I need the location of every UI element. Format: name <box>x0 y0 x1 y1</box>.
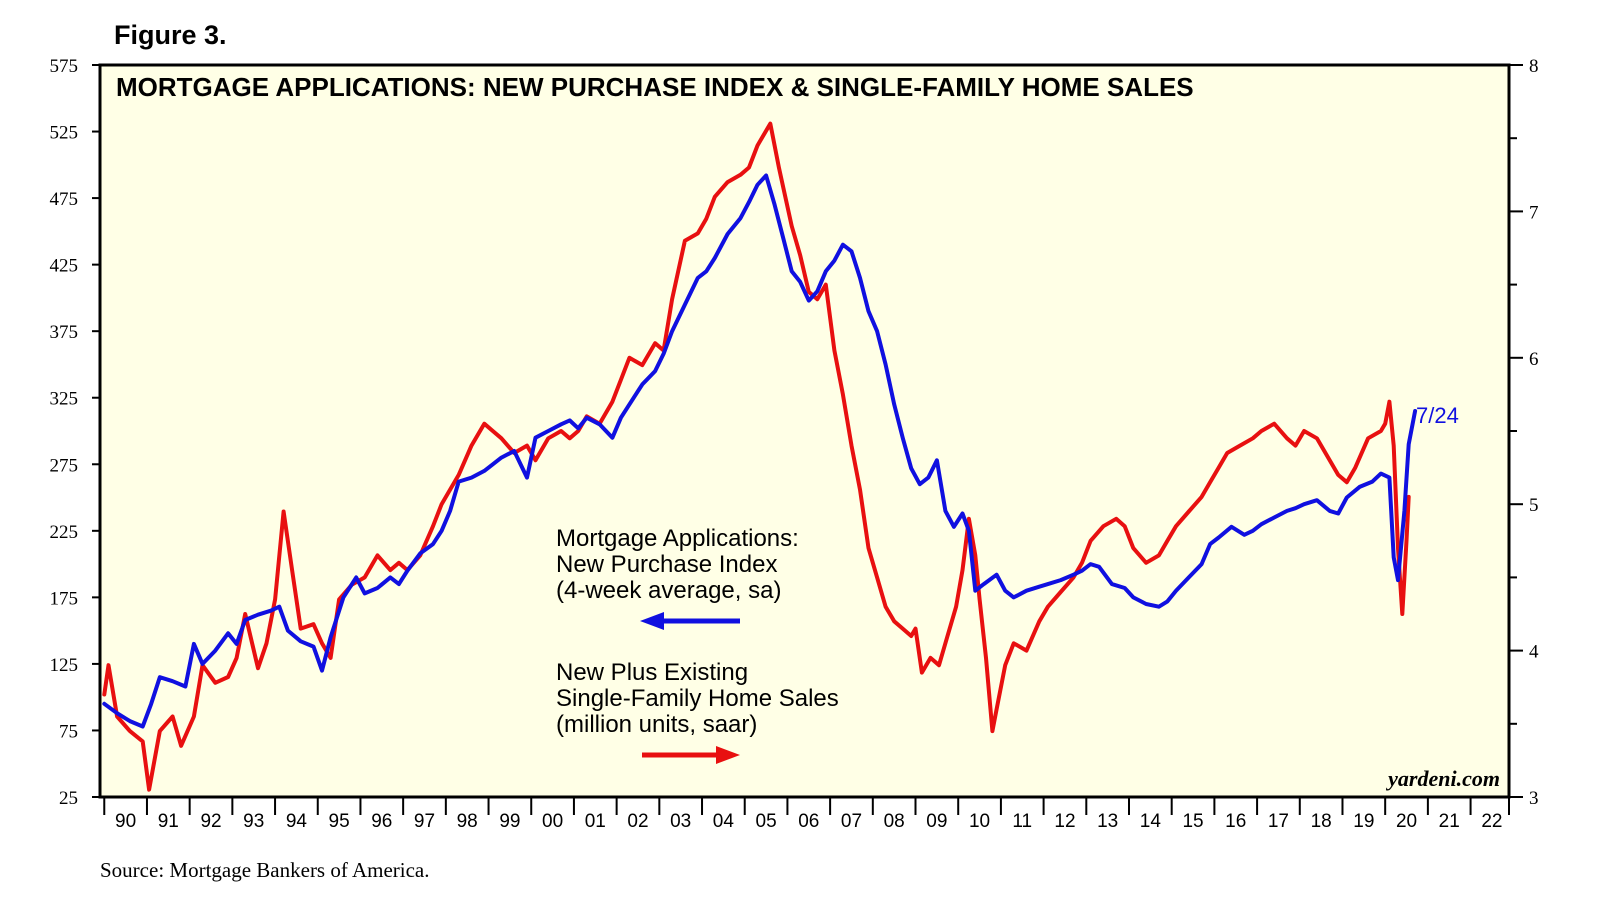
left-axis: 25 75 125 175 225 275 325 375 425 475 525 575 <box>50 56 100 809</box>
left-tick-label: 325 <box>50 389 79 410</box>
series-layer <box>102 121 1418 792</box>
x-tick-label: 22 <box>1481 811 1502 832</box>
latest-date-label: 7/24 <box>1416 403 1459 428</box>
right-tick-label: 5 <box>1529 495 1539 516</box>
x-tick-label: 04 <box>713 811 735 832</box>
x-tick-label: 11 <box>1012 811 1032 832</box>
right-tick-label: 4 <box>1529 642 1539 663</box>
watermark: yardeni.com <box>1385 766 1500 791</box>
x-tick-label: 10 <box>969 811 990 832</box>
legend-blue-line-3: (4-week average, sa) <box>556 577 781 604</box>
x-tick-label: 91 <box>158 811 179 832</box>
x-tick-label: 06 <box>798 811 819 832</box>
right-axis: 3 4 5 6 7 8 <box>1509 56 1539 809</box>
home-sales-line <box>102 121 1411 792</box>
x-tick-label: 20 <box>1396 811 1417 832</box>
figure-label: Figure 3. <box>114 20 227 50</box>
x-tick-label: 13 <box>1097 811 1118 832</box>
x-tick-label: 90 <box>115 811 136 832</box>
left-tick-label: 125 <box>50 655 79 676</box>
mortgage-applications-line <box>102 173 1418 729</box>
x-tick-label: 14 <box>1140 811 1162 832</box>
x-tick-label: 94 <box>286 811 308 832</box>
right-tick-label: 7 <box>1529 202 1539 223</box>
x-tick-label: 01 <box>585 811 606 832</box>
x-tick-label: 95 <box>329 811 350 832</box>
left-tick-label: 375 <box>50 322 79 343</box>
x-tick-label: 97 <box>414 811 435 832</box>
x-tick-label: 92 <box>200 811 221 832</box>
legend-red-line-2: Single-Family Home Sales <box>556 685 839 712</box>
x-tick-label: 16 <box>1225 811 1246 832</box>
plot-background <box>98 63 1511 799</box>
left-tick-label: 75 <box>59 721 78 742</box>
x-tick-label: 19 <box>1353 811 1374 832</box>
x-tick-label: 02 <box>627 811 648 832</box>
x-tick-label: 96 <box>371 811 392 832</box>
left-tick-label: 425 <box>50 256 79 277</box>
left-tick-label: 575 <box>50 56 79 77</box>
legend-home-sales: New Plus Existing Single-Family Home Sal… <box>556 659 839 764</box>
left-arrow-icon <box>640 612 740 630</box>
x-tick-label: 00 <box>542 811 563 832</box>
x-tick-label: 07 <box>841 811 862 832</box>
source-note: Source: Mortgage Bankers of America. <box>100 858 430 882</box>
x-tick-label: 15 <box>1182 811 1203 832</box>
x-tick-label: 93 <box>243 811 264 832</box>
left-tick-label: 275 <box>50 455 79 476</box>
left-tick-label: 475 <box>50 189 79 210</box>
right-tick-label: 3 <box>1529 788 1539 809</box>
legend-blue-line-1: Mortgage Applications: <box>556 525 799 552</box>
chart-title: MORTGAGE APPLICATIONS: NEW PURCHASE INDE… <box>116 72 1194 102</box>
x-tick-label: 99 <box>499 811 520 832</box>
x-tick-label: 05 <box>756 811 777 832</box>
x-tick-label: 09 <box>926 811 947 832</box>
x-tick-label: 18 <box>1311 811 1332 832</box>
legend-red-line-1: New Plus Existing <box>556 659 748 686</box>
x-tick-label: 12 <box>1054 811 1075 832</box>
left-tick-label: 225 <box>50 522 79 543</box>
legend-blue-line-2: New Purchase Index <box>556 551 777 578</box>
x-tick-label: 21 <box>1439 811 1460 832</box>
left-tick-label: 25 <box>59 788 78 809</box>
left-tick-label: 525 <box>50 123 79 144</box>
legend-mortgage-applications: Mortgage Applications: New Purchase Inde… <box>556 525 799 630</box>
x-tick-label: 98 <box>457 811 478 832</box>
x-tick-label: 17 <box>1268 811 1289 832</box>
right-tick-label: 6 <box>1529 349 1539 370</box>
left-tick-label: 175 <box>50 588 79 609</box>
x-axis: 90 91 92 93 94 95 96 97 98 99 00 01 02 03 04 05 06 07 08 09… <box>103 797 1510 832</box>
legend-red-line-3: (million units, saar) <box>556 711 757 738</box>
right-tick-label: 8 <box>1529 56 1539 77</box>
right-arrow-icon <box>642 746 740 764</box>
x-tick-label: 08 <box>884 811 905 832</box>
x-tick-label: 03 <box>670 811 691 832</box>
